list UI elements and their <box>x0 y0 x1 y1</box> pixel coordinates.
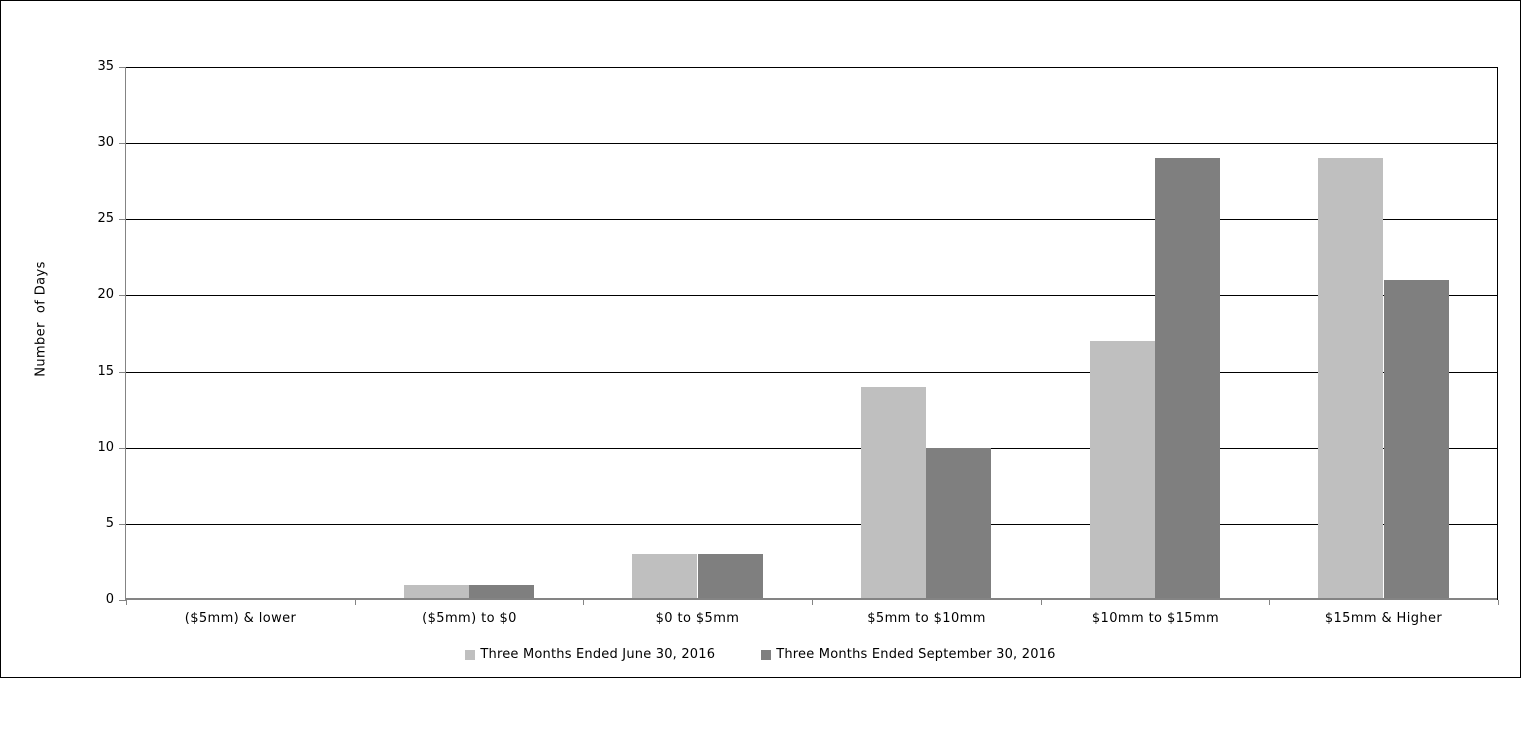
y-axis-tick <box>119 219 125 220</box>
y-axis-tick-label: 30 <box>97 135 114 150</box>
chart-frame: Number of Days 0 5 10 15 20 25 30 35 ($5mm) & lo… <box>0 0 1521 678</box>
x-axis-tick <box>812 600 813 605</box>
bar-series1 <box>1318 158 1383 600</box>
y-axis-tick-label: 35 <box>97 59 114 74</box>
y-axis-tick <box>119 67 125 68</box>
bar-series2 <box>698 554 763 600</box>
plot-right-border <box>1497 67 1498 600</box>
y-axis-tick <box>119 372 125 373</box>
legend-label: Three Months Ended September 30, 2016 <box>776 647 1056 662</box>
legend: Three Months Ended June 30, 2016 Three Mo… <box>1 647 1520 662</box>
y-axis-tick-label: 20 <box>97 287 114 302</box>
y-axis-tick-label: 10 <box>97 440 114 455</box>
gridline <box>126 219 1498 220</box>
y-axis-tick-label: 0 <box>105 592 114 607</box>
legend-swatch-icon <box>761 649 772 660</box>
x-axis-category-label: ($5mm) & lower <box>184 611 297 626</box>
x-axis-category-label: $0 to $5mm <box>655 611 740 626</box>
x-axis-category-label: ($5mm) to $0 <box>422 611 517 626</box>
y-axis-tick-label: 5 <box>105 516 114 531</box>
bar-series2 <box>926 448 991 600</box>
y-axis-line <box>125 67 126 601</box>
y-axis-tick-label: 25 <box>97 211 114 226</box>
x-axis-category-label: $15mm & Higher <box>1324 611 1443 626</box>
x-axis-category-label: $5mm to $10mm <box>867 611 986 626</box>
x-axis-tick <box>1041 600 1042 605</box>
y-axis-tick <box>119 524 125 525</box>
x-axis-category-label: $10mm to $15mm <box>1091 611 1220 626</box>
x-axis-tick <box>1269 600 1270 605</box>
x-axis-tick <box>126 600 127 605</box>
gridline <box>126 295 1498 296</box>
y-axis-tick <box>119 295 125 296</box>
legend-item: Three Months Ended September 30, 2016 <box>761 647 1055 662</box>
x-axis-line <box>125 598 1498 600</box>
bar-series2 <box>1384 280 1449 600</box>
legend-item: Three Months Ended June 30, 2016 <box>465 647 715 662</box>
y-axis-tick <box>119 143 125 144</box>
legend-label: Three Months Ended June 30, 2016 <box>480 647 716 662</box>
bar-series1 <box>861 387 926 600</box>
gridline <box>126 372 1498 373</box>
y-axis-tick <box>119 448 125 449</box>
x-axis-tick <box>355 600 356 605</box>
gridline <box>126 67 1498 68</box>
bar-series2 <box>469 585 534 600</box>
x-axis-tick <box>583 600 584 605</box>
bar-series1 <box>632 554 697 600</box>
bar-series1 <box>1090 341 1155 600</box>
gridline <box>126 524 1498 525</box>
y-axis-tick-label: 15 <box>97 364 114 379</box>
gridline <box>126 448 1498 449</box>
gridline <box>126 143 1498 144</box>
plot-area: 0 5 10 15 20 25 30 35 ($5mm) & lower ($5mm) to $0… <box>97 59 1499 626</box>
bar-series2 <box>1155 158 1220 600</box>
x-axis-tick <box>1498 600 1499 605</box>
y-axis-tick <box>119 600 125 601</box>
bar-series1 <box>404 585 469 600</box>
y-axis-title: Number of Days <box>33 261 49 377</box>
legend-swatch-icon <box>465 649 476 660</box>
